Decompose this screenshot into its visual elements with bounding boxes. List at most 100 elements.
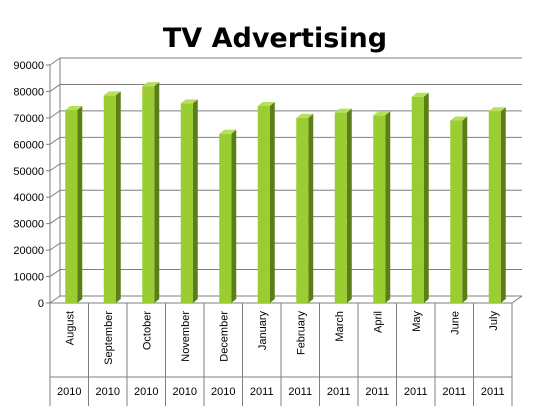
bar-front [450,120,463,304]
bar [373,111,391,303]
bar-front [296,117,309,303]
y-tick-label: 10000 [13,272,44,284]
bar-top [373,111,391,116]
x-tick-label: August [64,311,76,345]
bar-side [115,91,121,304]
year-label: 2010 [57,386,81,398]
bar [450,116,468,304]
bar [411,92,429,303]
bar-top [334,108,352,113]
bar-front [488,111,501,304]
bar [219,129,237,303]
y-tick-label: 50000 [13,166,44,178]
grid-layer [49,57,522,304]
bar-side [385,111,391,303]
bar-top [411,92,429,97]
x-tick-label: May [411,311,423,332]
x-tick-label: April [372,311,384,333]
bar-top [65,105,83,110]
bar [488,107,506,304]
label-layer: 0 10000 20000 30000 40000 50000 60000 70000 8000… [13,60,504,398]
gridline-depth [49,84,61,92]
bar [142,82,160,304]
bar [65,105,83,303]
bar-front [411,96,424,303]
gridline-depth [49,216,61,225]
year-label: 2010 [211,386,235,398]
bar-top [142,82,160,87]
bar-front [257,105,270,303]
x-tick-label: January [257,311,269,351]
y-tick-label: 30000 [13,219,44,231]
y-tick-label: 90000 [13,60,44,72]
x-tick-label: November [180,311,192,362]
x-tick-label: February [295,311,307,356]
bar-side [154,82,160,304]
bar-side [308,113,314,303]
bar-top [103,91,121,96]
gridline-depth [49,269,61,277]
bar-front [180,103,193,303]
bar-top [488,107,506,112]
year-label: 2011 [327,386,351,398]
y-tick-label: 60000 [13,139,44,151]
year-label: 2011 [365,386,389,398]
bar-side [346,108,352,303]
y-tick-label: 20000 [13,245,44,257]
bar [334,108,352,303]
bar-front [65,109,78,303]
bar-side [192,99,198,303]
bar [180,99,198,303]
y-tick-label: 80000 [13,86,44,98]
x-tick-label: March [334,311,346,342]
y-tick-label: 0 [38,298,44,310]
floor-right-edge [511,295,523,304]
y-tick-label: 40000 [13,192,44,204]
bar-top [450,116,468,121]
year-label: 2010 [173,386,197,398]
bar [257,101,275,303]
x-tick-label: June [449,311,461,335]
chart-title: TV Advertising [163,23,387,54]
bar-layer [65,82,506,304]
gridline-depth [49,295,61,304]
gridline-depth [49,110,61,119]
bar-front [103,95,116,304]
bar-top [257,101,275,106]
axis-layer [46,58,523,406]
bar-side [500,107,506,304]
gridline-depth [49,242,61,251]
year-label: 2011 [442,386,466,398]
bar-side [231,129,237,303]
bar [103,91,121,304]
year-label: 2011 [288,386,312,398]
bar-top [180,99,198,104]
bar-side [269,101,275,303]
bar-front [219,133,232,303]
bar-side [423,92,429,303]
bar-top [296,113,314,118]
year-label: 2011 [481,386,505,398]
gridline-depth [49,136,61,145]
bar-front [373,115,386,303]
bar-front [142,86,155,304]
x-tick-label: October [141,311,153,350]
bar-side [462,116,468,304]
x-tick-label: September [103,311,115,365]
x-tick-label: December [218,311,230,362]
year-label: 2011 [404,386,428,398]
gridline-depth [49,163,61,172]
gridline-depth [49,57,61,66]
x-tick-label: July [488,311,500,331]
year-label: 2010 [96,386,120,398]
y-tick-label: 70000 [13,113,44,125]
year-label: 2010 [134,386,158,398]
bar [296,113,314,303]
bar-side [77,105,83,303]
gridline-depth [49,189,61,198]
bar-top [219,129,237,134]
bar-front [334,112,347,303]
year-label: 2011 [250,386,274,398]
